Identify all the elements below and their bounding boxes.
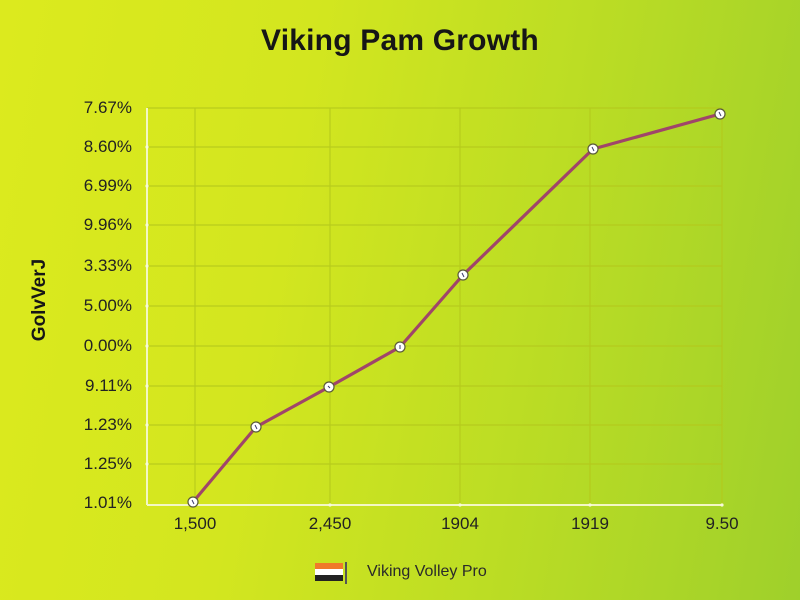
x-tick-label: 2,450 [308,514,352,533]
y-tick-label: 7.67% [83,98,132,117]
y-tick-label: 3.33% [83,256,132,275]
data-point-glyphs [191,111,722,505]
gridlines [147,107,723,505]
flag-icon [315,562,347,584]
y-tick-label: 5.00% [83,296,132,315]
y-tick-label: 6.99% [83,176,132,195]
x-tick-label: 1919 [571,514,609,533]
legend-label: Viking Volley Pro [367,563,487,580]
data-point-markers[interactable] [187,108,726,508]
y-tick-label: 9.96% [83,215,132,234]
x-tick-label: 1,500 [173,514,217,533]
series-line-viking-volley-pro [191,112,722,504]
y-tick-label: 1.23% [83,415,132,434]
axis-ticks [145,145,724,507]
y-tick-label: 0.00% [83,336,132,355]
y-tick-label: 8.60% [83,137,132,156]
legend: Viking Volley Pro [315,560,487,584]
y-tick-label: 9.11% [85,376,132,395]
chart-title: Viking Pam Growth [261,24,539,57]
x-tick-label: 1904 [441,514,479,533]
x-tick-label: 9.50 [705,514,739,533]
y-tick-label: 1.25% [83,454,132,473]
y-tick-label: 1.01% [83,493,132,512]
legend-item-viking-volley-pro[interactable]: Viking Volley Pro [315,562,487,584]
